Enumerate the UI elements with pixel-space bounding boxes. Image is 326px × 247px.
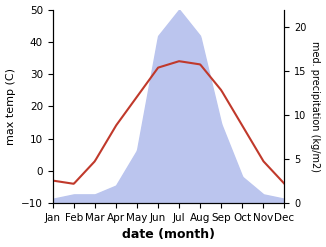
X-axis label: date (month): date (month)	[122, 228, 215, 242]
Y-axis label: med. precipitation (kg/m2): med. precipitation (kg/m2)	[310, 41, 320, 172]
Y-axis label: max temp (C): max temp (C)	[6, 68, 16, 145]
